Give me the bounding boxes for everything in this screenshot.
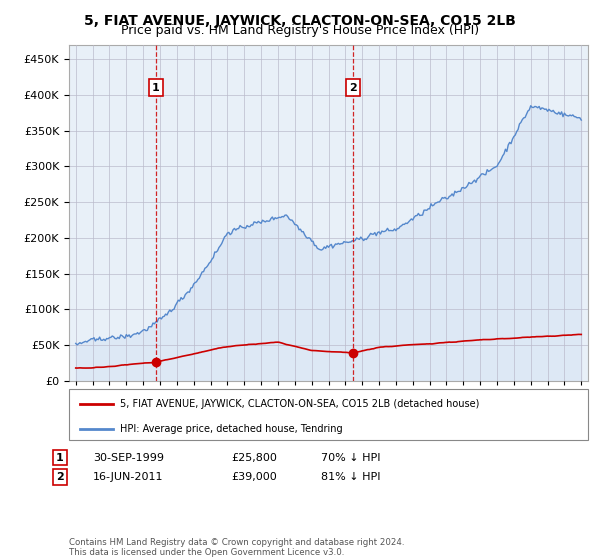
Text: 30-SEP-1999: 30-SEP-1999	[93, 452, 164, 463]
Text: Contains HM Land Registry data © Crown copyright and database right 2024.
This d: Contains HM Land Registry data © Crown c…	[69, 538, 404, 557]
Text: 5, FIAT AVENUE, JAYWICK, CLACTON-ON-SEA, CO15 2LB: 5, FIAT AVENUE, JAYWICK, CLACTON-ON-SEA,…	[84, 14, 516, 28]
Text: £25,800: £25,800	[231, 452, 277, 463]
Text: 16-JUN-2011: 16-JUN-2011	[93, 472, 163, 482]
Text: 2: 2	[56, 472, 64, 482]
Text: 5, FIAT AVENUE, JAYWICK, CLACTON-ON-SEA, CO15 2LB (detached house): 5, FIAT AVENUE, JAYWICK, CLACTON-ON-SEA,…	[120, 399, 479, 409]
Text: 1: 1	[152, 83, 160, 93]
Text: 1: 1	[56, 452, 64, 463]
Text: £39,000: £39,000	[231, 472, 277, 482]
Text: 2: 2	[349, 83, 357, 93]
Text: 81% ↓ HPI: 81% ↓ HPI	[321, 472, 380, 482]
Text: 70% ↓ HPI: 70% ↓ HPI	[321, 452, 380, 463]
Text: Price paid vs. HM Land Registry's House Price Index (HPI): Price paid vs. HM Land Registry's House …	[121, 24, 479, 36]
Text: HPI: Average price, detached house, Tendring: HPI: Average price, detached house, Tend…	[120, 423, 343, 433]
